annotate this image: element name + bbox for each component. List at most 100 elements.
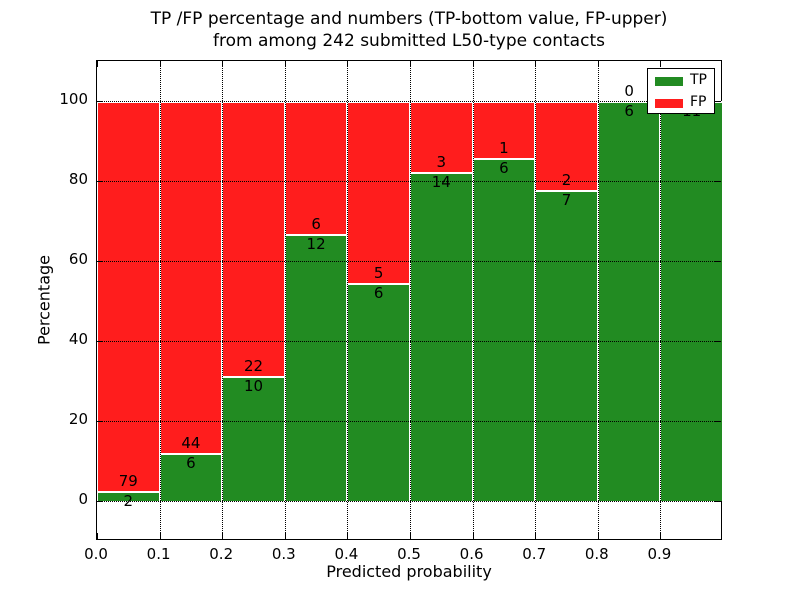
y-tick-label: 0 bbox=[78, 490, 88, 508]
y-tick-left bbox=[97, 421, 103, 422]
bar-label-fp: 0 bbox=[624, 82, 634, 100]
x-tick-top bbox=[284, 61, 286, 67]
bar-label-fp: 79 bbox=[118, 472, 138, 491]
x-tick-bottom bbox=[222, 533, 224, 539]
y-tick-right bbox=[715, 501, 721, 502]
bar-label-tp: 6 bbox=[624, 102, 634, 120]
legend-label-fp: FP bbox=[690, 94, 707, 110]
vertical-gridline bbox=[472, 61, 474, 539]
y-tick-label: 20 bbox=[68, 410, 88, 428]
bar-label-fp: 2 bbox=[561, 170, 572, 189]
x-tick-label: 0.6 bbox=[459, 545, 484, 563]
y-tick-left bbox=[97, 261, 103, 262]
y-tick-left bbox=[97, 501, 103, 502]
x-tick-top bbox=[660, 61, 662, 67]
x-tick-top bbox=[472, 61, 474, 67]
bar-label-tp: 7 bbox=[561, 190, 572, 209]
bar-segment-tp bbox=[410, 171, 473, 501]
y-tick-right bbox=[715, 341, 721, 342]
horizontal-gridline bbox=[97, 101, 721, 102]
bar-label-tp: 6 bbox=[186, 454, 196, 472]
x-tick-bottom bbox=[284, 533, 286, 539]
bar-label-fp: 3 bbox=[436, 152, 447, 171]
x-tick-label: 0.2 bbox=[209, 545, 234, 563]
x-axis-label: Predicted probability bbox=[326, 562, 492, 581]
bar-segment-tp bbox=[597, 101, 661, 501]
y-tick-label: 60 bbox=[68, 250, 88, 268]
x-tick-top bbox=[159, 61, 161, 67]
x-tick-label: 0.1 bbox=[146, 545, 171, 563]
x-tick-bottom bbox=[159, 533, 161, 539]
y-tick-right bbox=[715, 421, 721, 422]
y-tick-label: 100 bbox=[59, 90, 88, 108]
legend-entry-fp: FP bbox=[648, 93, 714, 113]
bar-label-tp: 12 bbox=[306, 235, 326, 254]
bar-label-tp: 10 bbox=[243, 377, 264, 395]
vertical-gridline bbox=[660, 61, 662, 539]
plot-area: 792446221061256314162706011 TP FP bbox=[96, 60, 723, 540]
x-tick-top bbox=[222, 61, 224, 67]
legend-label-tp: TP bbox=[690, 72, 707, 88]
y-tick-left bbox=[97, 101, 103, 102]
legend-entry-tp: TP bbox=[648, 71, 714, 91]
x-tick-top bbox=[597, 61, 599, 67]
y-tick-label: 40 bbox=[68, 330, 88, 348]
bar-segment-tp bbox=[222, 376, 285, 501]
bar-label-fp: 5 bbox=[373, 263, 384, 282]
x-tick-bottom bbox=[535, 533, 537, 539]
bar-segment-tp bbox=[660, 101, 723, 501]
legend-swatch-fp-icon bbox=[655, 99, 683, 108]
bar-label-tp: 14 bbox=[431, 172, 451, 191]
x-tick-bottom bbox=[347, 533, 349, 539]
x-tick-label: 0.4 bbox=[334, 545, 359, 563]
x-tick-top bbox=[347, 61, 349, 67]
y-tick-left bbox=[97, 181, 103, 182]
x-tick-label: 0.8 bbox=[584, 545, 609, 563]
chart-title-line1: TP /FP percentage and numbers (TP-bottom… bbox=[150, 9, 668, 29]
x-tick-bottom bbox=[472, 533, 474, 539]
x-tick-bottom bbox=[597, 533, 599, 539]
y-tick-label: 80 bbox=[68, 170, 88, 188]
legend-swatch-tp-icon bbox=[655, 77, 683, 86]
vertical-gridline bbox=[597, 61, 599, 539]
bar-label-fp: 44 bbox=[181, 434, 201, 452]
x-tick-top bbox=[97, 61, 98, 67]
bar-label-fp: 22 bbox=[243, 357, 264, 375]
x-tick-top bbox=[535, 61, 537, 67]
x-tick-label: 0.9 bbox=[647, 545, 672, 563]
bar-label-tp: 2 bbox=[123, 492, 134, 511]
x-tick-label: 0.7 bbox=[522, 545, 547, 563]
vertical-gridline bbox=[410, 61, 411, 539]
bar-label-tp: 6 bbox=[499, 159, 509, 178]
vertical-gridline bbox=[347, 61, 349, 539]
bar-segment-fp bbox=[472, 101, 536, 159]
vertical-gridline bbox=[284, 61, 286, 539]
vertical-gridline bbox=[222, 61, 224, 539]
bar-label-fp: 6 bbox=[311, 215, 321, 234]
y-tick-right bbox=[715, 181, 721, 182]
bar-segment-fp bbox=[97, 101, 160, 492]
y-tick-right bbox=[715, 261, 721, 262]
horizontal-gridline bbox=[97, 421, 721, 422]
horizontal-gridline bbox=[97, 261, 721, 262]
x-tick-bottom bbox=[410, 533, 411, 539]
x-tick-top bbox=[410, 61, 411, 67]
y-tick-left bbox=[97, 341, 103, 342]
bar-segment-fp bbox=[159, 101, 223, 453]
bar-segment-fp bbox=[222, 101, 285, 376]
bar-segment-fp bbox=[284, 101, 348, 235]
bar-segment-fp bbox=[347, 101, 410, 283]
vertical-gridline bbox=[535, 61, 537, 539]
legend: TP FP bbox=[647, 68, 715, 114]
bar-segment-tp bbox=[97, 491, 160, 501]
chart-title-line2: from among 242 submitted L50-type contac… bbox=[213, 31, 605, 51]
x-tick-label: 0.3 bbox=[271, 545, 296, 563]
x-tick-bottom bbox=[97, 533, 98, 539]
x-tick-bottom bbox=[660, 533, 662, 539]
bar-label-tp: 6 bbox=[373, 283, 384, 302]
bar-segment-tp bbox=[284, 234, 348, 501]
bar-segment-tp bbox=[347, 282, 410, 501]
horizontal-gridline bbox=[97, 501, 721, 502]
vertical-gridline bbox=[159, 61, 161, 539]
